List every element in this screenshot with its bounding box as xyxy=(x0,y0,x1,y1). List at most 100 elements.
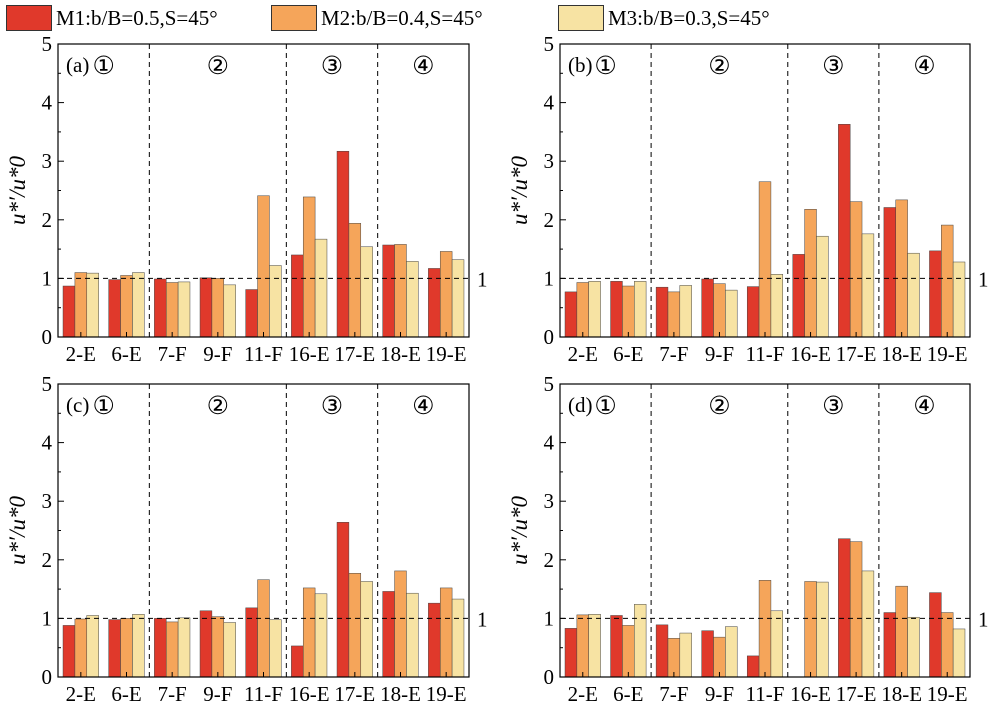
y-axis-label: u*′/u*0 xyxy=(507,496,532,565)
bar-6-E-m1 xyxy=(108,279,121,338)
y-tick-label-3: 3 xyxy=(544,489,555,513)
legend-swatch-m3 xyxy=(558,5,604,31)
x-tick-label-6-E: 6-E xyxy=(111,342,141,366)
bar-2-E-m1 xyxy=(564,628,578,678)
y-tick-label-2: 2 xyxy=(42,208,53,232)
x-tick-label-7-F: 7-F xyxy=(158,342,187,366)
x-tick-label-11-F: 11-F xyxy=(746,682,785,706)
bar-9-F-m2 xyxy=(211,278,225,338)
bar-2-E-m3 xyxy=(86,272,99,338)
zone-label-3: ③ xyxy=(321,393,343,420)
bar-19-E-m3 xyxy=(952,628,966,678)
bar-16-E-m3 xyxy=(314,238,328,338)
bar-11-F-m1 xyxy=(746,286,760,338)
zone-label-4: ④ xyxy=(412,393,434,420)
y-tick-label-5: 5 xyxy=(42,32,53,56)
x-tick-label-2-E: 2-E xyxy=(66,342,96,366)
bar-17-E-m3 xyxy=(861,570,875,678)
bar-6-E-m3 xyxy=(634,281,647,338)
x-tick-label-18-E: 18-E xyxy=(380,342,421,366)
bar-17-E-m2 xyxy=(348,573,362,678)
bar-9-F-m3 xyxy=(725,626,738,678)
bar-19-E-m1 xyxy=(929,592,942,678)
chart-panel-3: 1 ① ② ③ ④ (c) 0 1 2 3 4 5 2-E 6-E 7-F 9-F 11-F 16-E 17-E 18… xyxy=(5,372,488,706)
y-tick-label-0: 0 xyxy=(544,325,555,349)
bar-19-E-m2 xyxy=(439,587,453,678)
x-tick-label-7-F: 7-F xyxy=(158,682,187,706)
bar-16-E-m3 xyxy=(816,235,829,338)
bar-11-F-m2 xyxy=(257,195,270,338)
bar-16-E-m2 xyxy=(804,209,817,338)
zone-label-4: ④ xyxy=(412,53,434,80)
panel-label: (d) xyxy=(568,393,593,417)
bar-11-F-m1 xyxy=(245,289,258,338)
bar-9-F-m1 xyxy=(701,278,714,338)
x-tick-label-2-E: 2-E xyxy=(568,682,598,706)
bar-11-F-m2 xyxy=(257,579,270,678)
bar-2-E-m3 xyxy=(86,615,99,678)
bar-6-E-m2 xyxy=(622,625,635,678)
panel-label: (b) xyxy=(568,53,593,77)
y-tick-label-0: 0 xyxy=(544,665,555,689)
y-tick-label-1: 1 xyxy=(42,266,53,290)
bar-9-F-m3 xyxy=(223,622,236,678)
y-tick-label-0: 0 xyxy=(42,665,53,689)
y-tick-label-1: 1 xyxy=(544,266,555,290)
legend-label-m3: M3:b/B=0.3,S=45° xyxy=(608,5,770,30)
x-tick-label-19-E: 19-E xyxy=(927,342,968,366)
bar-11-F-m3 xyxy=(269,619,282,678)
bar-7-F-m2 xyxy=(667,291,681,338)
bar-19-E-m3 xyxy=(451,598,465,678)
bar-17-E-m3 xyxy=(360,581,373,678)
reference-line-label: 1 xyxy=(477,607,488,631)
zone-label-3: ③ xyxy=(321,53,343,80)
bar-7-F-m2 xyxy=(165,621,179,678)
y-axis-label: u*′/u*0 xyxy=(5,156,30,225)
bar-18-E-m1 xyxy=(382,591,395,678)
zone-label-4: ④ xyxy=(913,393,935,420)
x-tick-label-16-E: 16-E xyxy=(289,682,330,706)
bar-2-E-m3 xyxy=(588,281,601,338)
bar-16-E-m2 xyxy=(302,587,316,678)
y-tick-label-4: 4 xyxy=(544,431,555,455)
reference-line-label: 1 xyxy=(477,267,488,291)
x-tick-label-2-E: 2-E xyxy=(66,682,96,706)
bar-11-F-m3 xyxy=(770,274,784,338)
bar-9-F-m3 xyxy=(725,289,738,338)
bar-7-F-m3 xyxy=(679,632,692,678)
bar-17-E-m2 xyxy=(849,201,863,338)
x-tick-label-2-E: 2-E xyxy=(568,342,598,366)
y-tick-label-2: 2 xyxy=(544,208,555,232)
y-axis-label: u*′/u*0 xyxy=(5,496,30,565)
bar-9-F-m1 xyxy=(199,277,213,338)
bar-11-F-m2 xyxy=(758,181,772,338)
bar-18-E-m1 xyxy=(883,207,896,338)
bar-19-E-m3 xyxy=(952,261,966,338)
zone-label-2: ② xyxy=(708,53,730,80)
x-tick-label-17-E: 17-E xyxy=(334,342,375,366)
bar-17-E-m2 xyxy=(849,541,863,678)
bar-16-E-m1 xyxy=(291,254,304,338)
reference-line-label: 1 xyxy=(978,267,989,291)
bar-16-E-m2 xyxy=(804,581,817,678)
y-tick-label-4: 4 xyxy=(42,91,53,115)
bar-6-E-m1 xyxy=(610,615,623,678)
bar-2-E-m3 xyxy=(588,614,601,678)
bar-19-E-m2 xyxy=(941,612,954,678)
x-tick-label-11-F: 11-F xyxy=(244,682,283,706)
x-tick-label-9-F: 9-F xyxy=(203,342,232,366)
bar-7-F-m2 xyxy=(667,638,681,678)
legend-label-m1: M1:b/B=0.5,S=45° xyxy=(56,5,218,30)
y-tick-label-1: 1 xyxy=(42,606,53,630)
bar-9-F-m2 xyxy=(211,616,225,678)
bar-18-E-m3 xyxy=(406,592,419,678)
bar-17-E-m1 xyxy=(336,150,350,338)
x-tick-label-18-E: 18-E xyxy=(380,682,421,706)
chart-panel-2: 1 ① ② ③ ④ (b) 0 1 2 3 4 5 2-E 6-E 7-F 9-F 11-F 16-E 17-E 18… xyxy=(507,32,989,366)
y-tick-label-3: 3 xyxy=(42,489,53,513)
bar-6-E-m1 xyxy=(108,619,121,678)
bar-9-F-m2 xyxy=(713,283,726,338)
y-tick-label-4: 4 xyxy=(42,431,53,455)
bar-16-E-m3 xyxy=(816,581,829,678)
